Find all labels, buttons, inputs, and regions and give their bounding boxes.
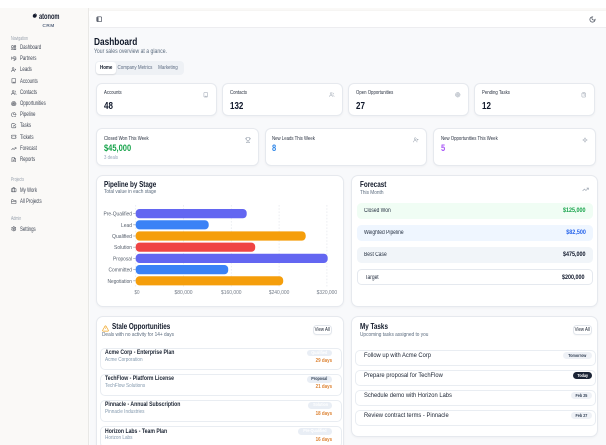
svg-text:$320,000: $320,000 [316,290,337,296]
svg-text:Pre-Qualified: Pre-Qualified [103,211,132,217]
svg-text:$80,000: $80,000 [174,290,192,296]
svg-text:Committed: Committed [108,267,132,273]
svg-text:$240,000: $240,000 [269,290,290,296]
svg-text:Solution: Solution [114,245,132,251]
svg-text:Qualified: Qualified [112,234,132,240]
svg-text:Lead: Lead [121,222,132,228]
svg-text:$0: $0 [134,290,139,296]
svg-text:$160,000: $160,000 [221,290,242,296]
svg-text:Proposal: Proposal [113,256,132,262]
svg-text:Negotiation: Negotiation [107,278,132,284]
